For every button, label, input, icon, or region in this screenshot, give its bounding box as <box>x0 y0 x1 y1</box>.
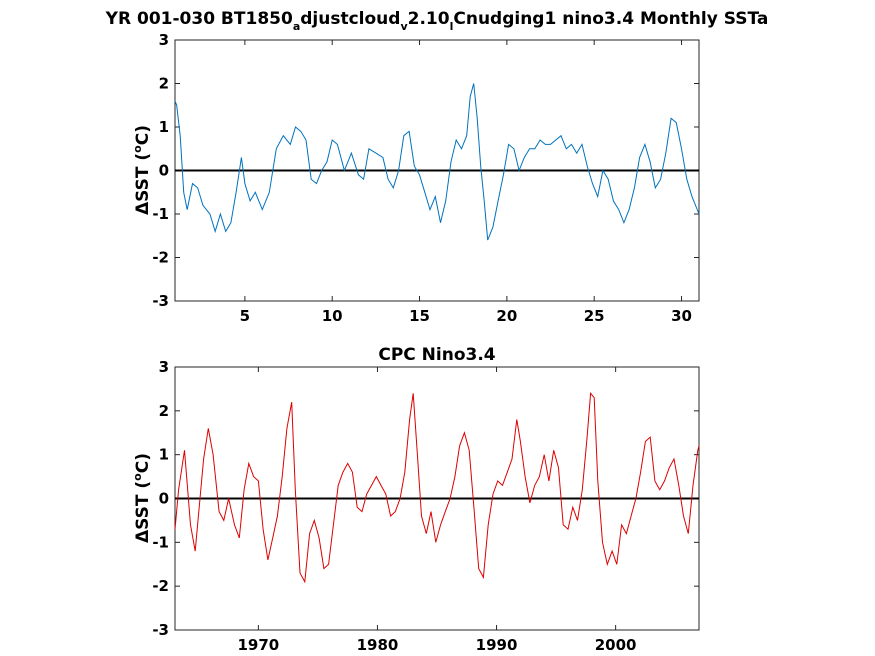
x-tick-label: 1980 <box>357 636 399 654</box>
x-tick-label: 10 <box>322 307 343 325</box>
y-tick-label: 3 <box>159 358 169 376</box>
y-tick-label: -3 <box>152 621 169 639</box>
y-tick-label: -2 <box>152 249 169 267</box>
series-line <box>174 392 700 584</box>
x-tick-label: 2000 <box>595 636 637 654</box>
x-tick-label: 15 <box>409 307 430 325</box>
tick-marks <box>175 366 699 631</box>
model-nino34-panel: -3 -2 -1 0 1 2 3 5 10 15 20 25 30 YR 001-030 BT1850… <box>105 9 769 325</box>
x-tick-labels: 1970 1980 1990 2000 <box>237 636 636 654</box>
y-tick-label: 1 <box>159 118 169 136</box>
x-tick-label: 30 <box>671 307 692 325</box>
x-tick-label: 1970 <box>237 636 279 654</box>
series-line <box>174 83 700 241</box>
y-tick-label: -1 <box>152 205 169 223</box>
y-tick-label: 0 <box>159 490 169 508</box>
y-tick-labels: -3 -2 -1 0 1 2 3 <box>152 358 169 639</box>
y-axis-label: ΔSST (oC) <box>131 125 153 215</box>
y-tick-label: -2 <box>152 577 169 595</box>
chart-title: YR 001-030 BT1850adjustcloudv2.10lCnudgi… <box>105 9 769 33</box>
y-tick-label: -3 <box>152 292 169 310</box>
x-tick-label: 1990 <box>476 636 518 654</box>
x-tick-labels: 5 10 15 20 25 30 <box>240 307 692 325</box>
y-axis-label: ΔSST (oC) <box>131 453 153 543</box>
y-tick-label: 0 <box>159 162 169 180</box>
y-tick-label: 2 <box>159 402 169 420</box>
chart-title: CPC Nino3.4 <box>378 345 495 365</box>
y-tick-labels: -3 -2 -1 0 1 2 3 <box>152 31 169 310</box>
y-tick-label: -1 <box>152 533 169 551</box>
y-tick-label: 2 <box>159 75 169 93</box>
y-tick-label: 3 <box>159 31 169 49</box>
x-tick-label: 25 <box>584 307 605 325</box>
y-tick-label: 1 <box>159 446 169 464</box>
x-tick-label: 5 <box>240 307 250 325</box>
x-tick-label: 20 <box>496 307 517 325</box>
